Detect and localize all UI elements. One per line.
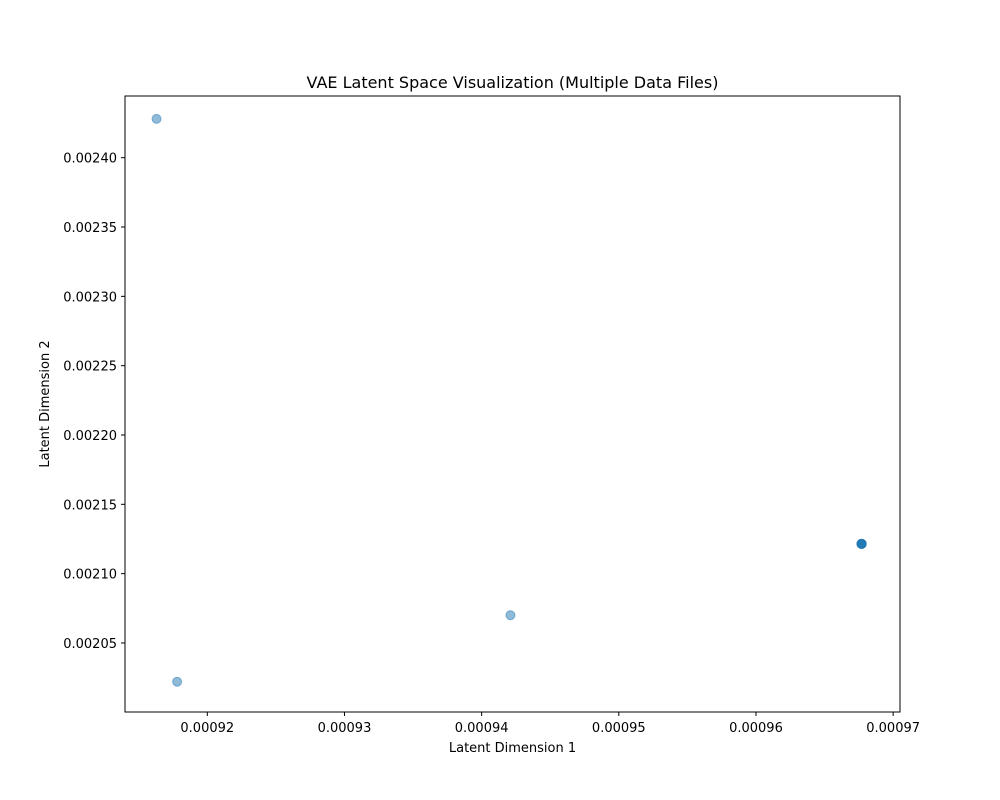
- x-tick-label: 0.00095: [592, 721, 646, 736]
- y-tick-label: 0.00210: [63, 568, 117, 583]
- plot-border: [124, 95, 901, 713]
- x-axis-label: Latent Dimension 1: [449, 741, 576, 756]
- plot-area: [125, 96, 900, 712]
- x-tick-label: 0.00092: [180, 721, 234, 736]
- x-tick-label: 0.00093: [318, 721, 372, 736]
- x-tick-label: 0.00097: [866, 721, 920, 736]
- x-tick-label: 0.00096: [729, 721, 783, 736]
- data-point: [151, 113, 162, 124]
- y-tick-label: 0.00230: [63, 290, 117, 305]
- y-axis: 0.00205 0.00210 0.00215 0.00220 0.00225 0.002…: [63, 152, 125, 652]
- x-axis: 0.00092 0.00093 0.00094 0.00095 0.00096 0.000…: [180, 712, 920, 736]
- data-point: [172, 676, 183, 687]
- y-tick-label: 0.00240: [63, 152, 117, 167]
- scatter-points: [151, 113, 867, 687]
- x-tick-label: 0.00094: [455, 721, 509, 736]
- y-tick-label: 0.00220: [63, 429, 117, 444]
- y-axis-label: Latent Dimension 2: [38, 340, 53, 467]
- y-tick-label: 0.00205: [63, 637, 117, 652]
- chart-title: VAE Latent Space Visualization (Multiple…: [307, 73, 719, 92]
- data-point: [505, 610, 516, 621]
- y-tick-label: 0.00235: [63, 221, 117, 236]
- y-tick-label: 0.00225: [63, 360, 117, 375]
- y-tick-label: 0.00215: [63, 498, 117, 513]
- data-point: [856, 538, 867, 549]
